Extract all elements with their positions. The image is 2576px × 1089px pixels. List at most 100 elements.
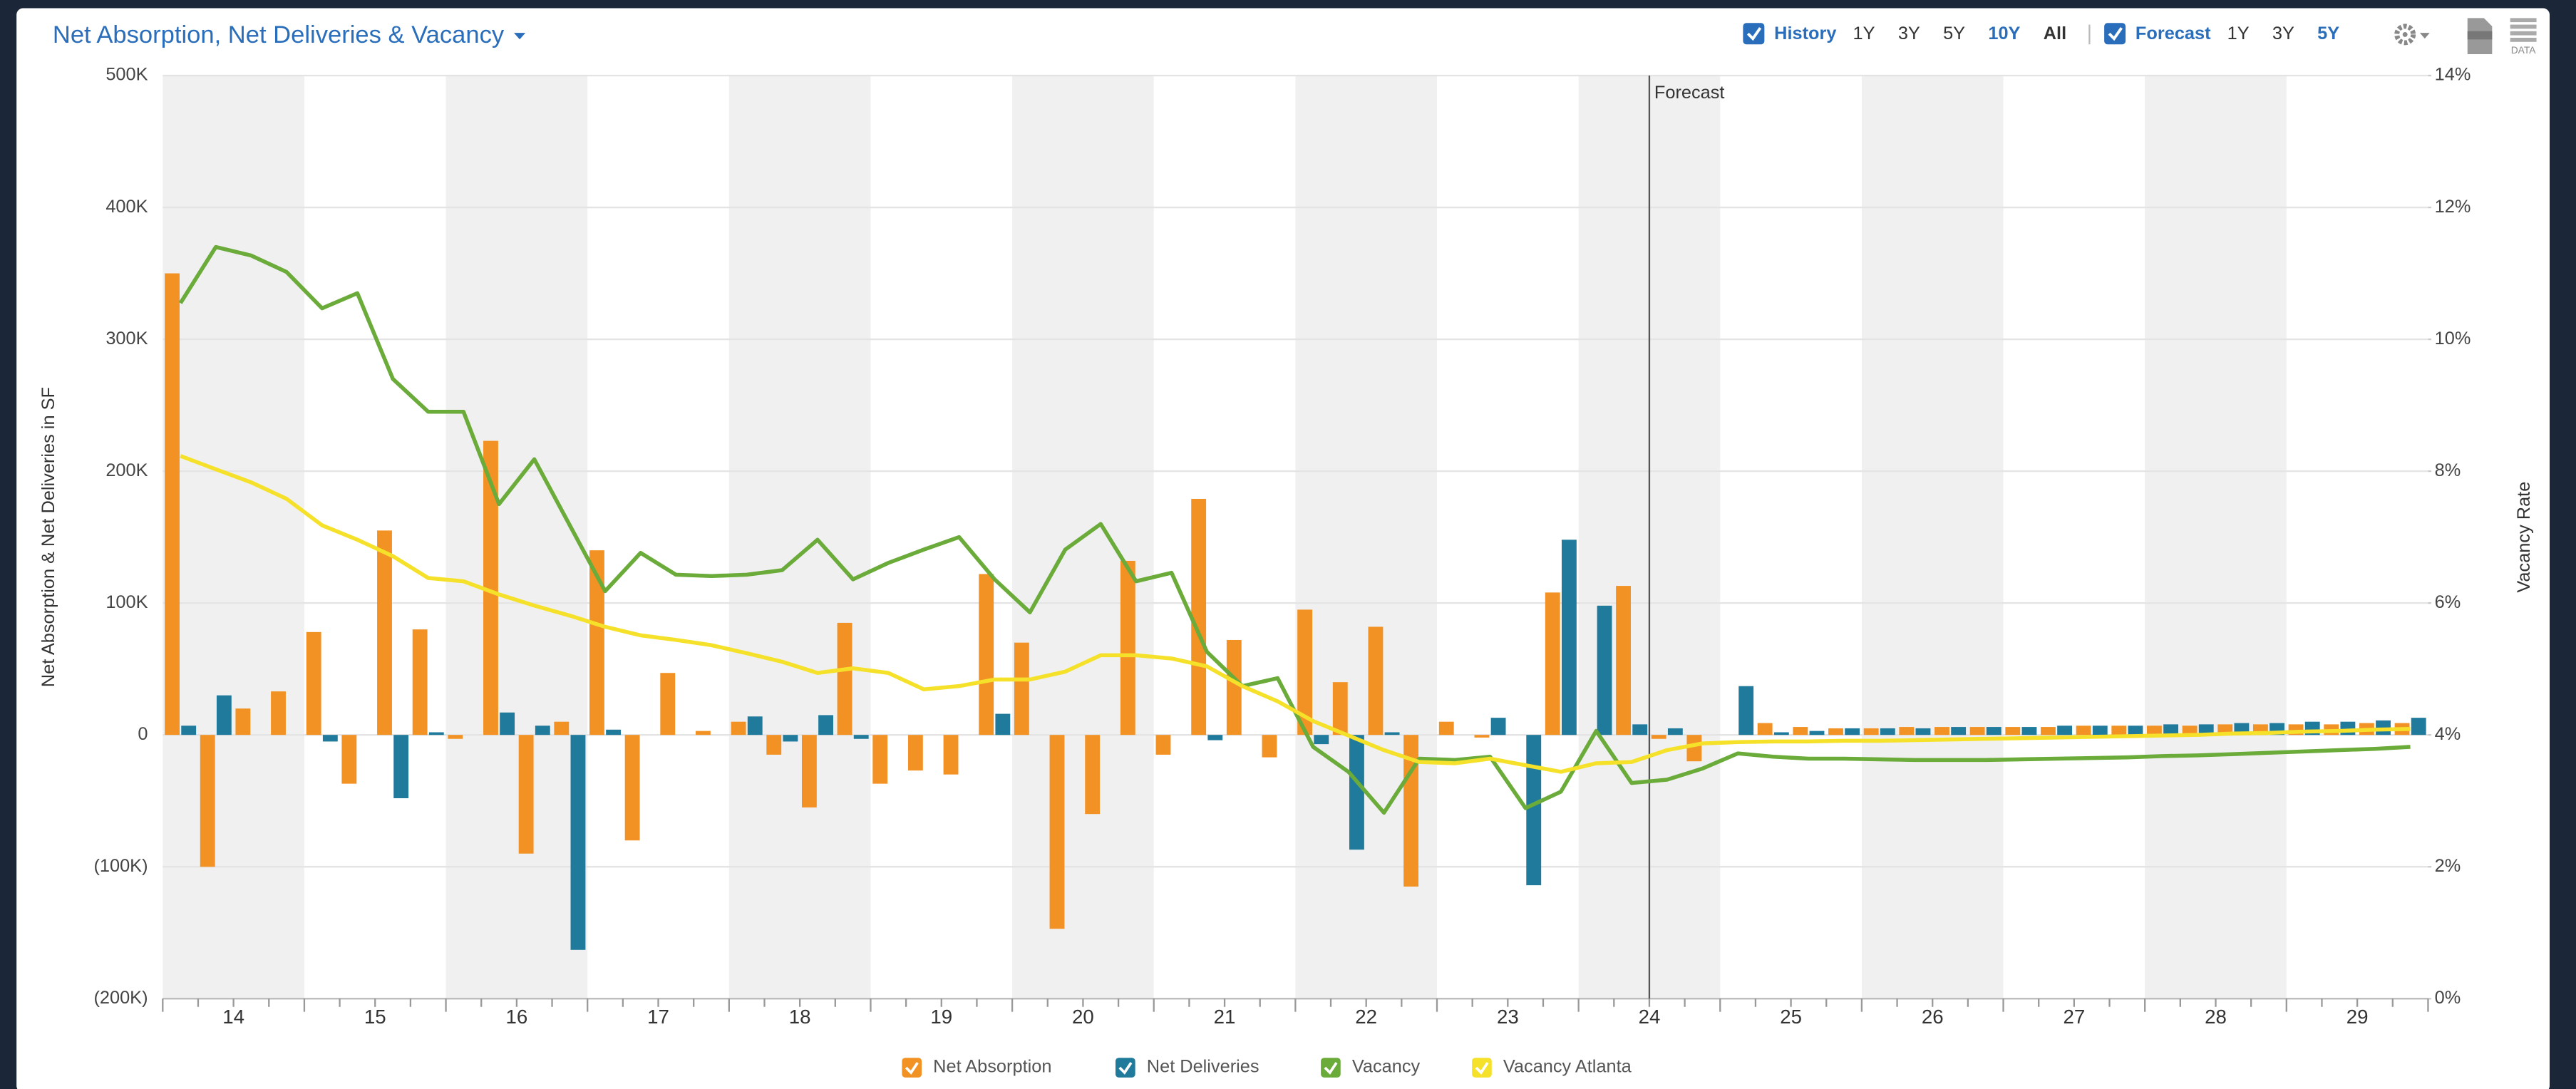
range-button[interactable]: 1Y: [1853, 24, 1875, 43]
checkbox[interactable]: [1743, 23, 1765, 45]
legend-swatch[interactable]: [1321, 1058, 1341, 1078]
bar: [1545, 592, 1560, 736]
range-button[interactable]: 5Y: [1943, 24, 1965, 43]
checkbox[interactable]: [2104, 23, 2126, 45]
bar: [341, 735, 357, 784]
y-tick-label: 400K: [105, 197, 148, 217]
bar: [306, 631, 321, 736]
bar: [1368, 626, 1384, 736]
bar: [1438, 721, 1454, 736]
data-icon-row[interactable]: [2510, 38, 2537, 42]
bar: [589, 550, 604, 736]
y2-tick-label: 8%: [2435, 460, 2461, 480]
title-caret[interactable]: [514, 33, 526, 40]
checkbox-mark: [1746, 27, 1762, 41]
bar: [1490, 718, 1506, 736]
bar: [500, 712, 515, 736]
bar: [660, 673, 676, 736]
bar: [1384, 732, 1400, 736]
bar: [181, 726, 197, 736]
bar: [1014, 642, 1029, 736]
legend-swatch[interactable]: [902, 1058, 922, 1078]
legend-swatch[interactable]: [1116, 1058, 1135, 1078]
bar: [2041, 727, 2056, 736]
bar: [2021, 727, 2037, 736]
chart-title[interactable]: Net Absorption, Net Deliveries & Vacancy: [53, 21, 505, 48]
bar: [1403, 735, 1419, 887]
legend-check: [1324, 1062, 1338, 1075]
bar: [1899, 727, 1915, 736]
data-icon-row[interactable]: [2510, 18, 2537, 23]
bar: [1155, 735, 1171, 755]
x-tick-label: 27: [2063, 1006, 2085, 1028]
y-tick-label: 0: [138, 724, 148, 744]
y2-tick-label: 14%: [2435, 65, 2471, 85]
settings-gear[interactable]: [2394, 24, 2416, 46]
forecast-label: Forecast: [1654, 83, 1725, 103]
bar: [1828, 728, 1843, 736]
bar: [907, 735, 923, 771]
x-tick-label: 21: [1214, 1006, 1236, 1028]
bar: [2076, 726, 2091, 736]
bar: [535, 726, 550, 736]
bar: [1085, 735, 1101, 815]
bar: [1686, 735, 1702, 762]
bar: [1880, 728, 1895, 736]
y2-tick-label: 0%: [2435, 988, 2461, 1008]
data-button-label[interactable]: DATA: [2511, 44, 2537, 56]
bar: [801, 735, 817, 807]
toolbar-toggle[interactable]: Forecast: [2135, 24, 2211, 43]
legend-label[interactable]: Vacancy Atlanta: [1503, 1057, 1632, 1077]
range-button[interactable]: 3Y: [2272, 24, 2294, 43]
bar: [1632, 724, 1648, 736]
legend-swatch[interactable]: [1472, 1058, 1492, 1078]
range-button[interactable]: 10Y: [1988, 24, 2020, 43]
legend-label[interactable]: Net Deliveries: [1147, 1057, 1259, 1077]
settings-caret: [2419, 33, 2430, 39]
range-button[interactable]: 3Y: [1898, 24, 1920, 43]
bar: [1207, 735, 1223, 740]
legend-label[interactable]: Net Absorption: [933, 1057, 1051, 1077]
data-icon-row[interactable]: [2510, 24, 2537, 29]
bar: [1845, 728, 1860, 736]
bar: [2163, 724, 2179, 736]
range-button[interactable]: All: [2044, 24, 2066, 43]
y-tick-label: (200K): [93, 988, 148, 1008]
x-tick-label: 14: [222, 1006, 244, 1028]
bar: [1969, 727, 1985, 736]
bar: [872, 735, 888, 784]
bar: [1314, 735, 1329, 745]
bar: [2198, 724, 2214, 736]
year-band: [445, 76, 588, 999]
year-band: [163, 76, 304, 999]
y2-tick-label: 12%: [2435, 197, 2471, 217]
bar: [1616, 586, 1631, 736]
bar: [1561, 540, 1577, 736]
x-tick-label: 19: [930, 1006, 952, 1028]
toolbar-toggle[interactable]: History: [1774, 24, 1836, 43]
bar: [979, 574, 994, 736]
bar: [165, 273, 180, 736]
bar: [2005, 727, 2021, 736]
bar: [1809, 731, 1825, 736]
bar: [377, 530, 392, 736]
legend-check: [1118, 1062, 1133, 1075]
bar: [518, 735, 534, 854]
range-button[interactable]: 1Y: [2227, 24, 2250, 43]
bar: [624, 735, 640, 841]
range-button[interactable]: 5Y: [2317, 24, 2339, 43]
plot-area: (200K) (100K) 0 100K 200K 300K 400K 500K 0% 2% 4% 6…: [93, 65, 2471, 1028]
data-icon-row[interactable]: [2510, 31, 2537, 36]
y-tick-label: (100K): [93, 856, 148, 876]
pdf-band: [2467, 31, 2493, 40]
y2-tick-label: 2%: [2435, 856, 2461, 876]
bar: [1349, 735, 1364, 850]
bar: [393, 735, 409, 798]
y-tick-label: 500K: [105, 65, 148, 85]
year-band: [1861, 76, 2004, 999]
x-tick-label: 15: [364, 1006, 386, 1028]
y-tick-label: 300K: [105, 329, 148, 349]
x-tick-label: 28: [2205, 1006, 2227, 1028]
legend-label[interactable]: Vacancy: [1352, 1057, 1421, 1077]
